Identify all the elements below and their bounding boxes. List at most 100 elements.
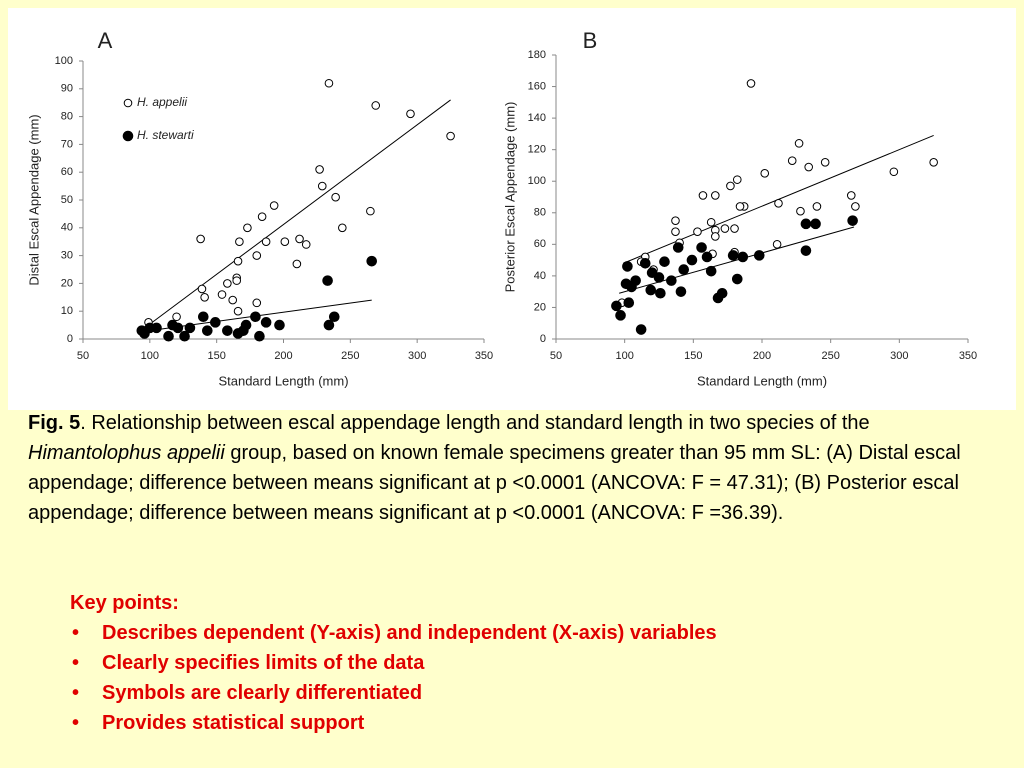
y-tick-label: 20 — [534, 301, 546, 313]
data-point — [622, 261, 633, 272]
data-point — [331, 192, 340, 202]
data-point — [252, 298, 262, 308]
data-point — [671, 216, 680, 225]
data-point — [705, 265, 717, 277]
key-points-heading: Key points: — [70, 592, 179, 614]
data-point — [184, 322, 196, 334]
data-point — [406, 109, 415, 119]
data-point — [197, 284, 207, 294]
data-point — [706, 217, 716, 227]
data-point — [324, 78, 334, 88]
data-point — [639, 257, 651, 269]
x-axis-title: Standard Length (mm) — [218, 373, 348, 388]
data-point — [233, 306, 243, 316]
data-point — [223, 279, 232, 288]
data-point — [731, 273, 743, 285]
data-point — [929, 157, 938, 167]
y-tick-label: 90 — [61, 83, 73, 95]
y-tick-label: 80 — [534, 207, 546, 219]
data-point — [645, 284, 657, 296]
legend-label: H. appelii — [137, 95, 187, 109]
data-point — [254, 330, 265, 342]
data-point — [228, 295, 238, 305]
data-point — [796, 206, 805, 216]
data-point — [772, 240, 782, 249]
x-tick-label: 50 — [550, 350, 562, 362]
y-tick-label: 50 — [61, 194, 73, 206]
data-point — [712, 292, 724, 304]
x-tick-label: 200 — [274, 350, 292, 362]
data-point — [812, 202, 822, 211]
data-point — [315, 165, 324, 174]
data-point — [800, 245, 812, 256]
data-point — [678, 264, 690, 275]
data-point — [292, 259, 302, 269]
y-tick-label: 60 — [534, 238, 546, 250]
caption: Fig. 5. Relationship between escal appen… — [28, 408, 988, 528]
data-point — [144, 322, 156, 334]
data-point — [800, 218, 812, 230]
y-tick-label: 20 — [61, 277, 73, 289]
data-point — [726, 181, 735, 191]
data-point — [666, 275, 677, 286]
data-point — [810, 218, 821, 230]
data-point — [274, 319, 285, 331]
x-axis-title: Standard Length (mm) — [697, 373, 827, 388]
data-point — [737, 251, 749, 263]
data-point — [611, 300, 622, 312]
y-tick-label: 30 — [61, 250, 73, 262]
data-point — [711, 232, 720, 241]
x-tick-label: 100 — [141, 350, 159, 362]
chart: A 50 100 150 200 250 300 350 0 10 20 30 40 50 60 70 80 90… — [26, 28, 493, 389]
data-point — [238, 325, 249, 336]
y-axis-title: Distal Escal Appendage (mm) — [26, 114, 41, 285]
x-tick-label: 150 — [207, 350, 225, 362]
data-point — [371, 101, 381, 110]
x-tick-label: 50 — [77, 350, 89, 362]
data-point — [243, 223, 252, 233]
data-point — [233, 256, 243, 266]
data-point — [635, 324, 647, 335]
data-point — [301, 240, 311, 249]
data-point — [760, 169, 770, 178]
caption-text: . Relationship between escal appendage l… — [80, 412, 870, 434]
data-point — [653, 272, 665, 283]
data-point — [787, 156, 797, 166]
data-point — [727, 250, 739, 261]
data-point — [846, 191, 856, 200]
y-tick-label: 10 — [61, 305, 73, 317]
y-tick-label: 80 — [61, 111, 73, 123]
y-tick-label: 140 — [528, 112, 546, 124]
y-tick-label: 60 — [61, 166, 73, 178]
y-tick-label: 120 — [528, 144, 546, 156]
caption-text: group, based on known female specimens g… — [28, 442, 961, 524]
data-point — [774, 199, 783, 208]
data-point — [847, 215, 858, 226]
y-axis-title: Posterior Escal Appendage (mm) — [502, 102, 517, 293]
x-tick-label: 350 — [475, 350, 493, 362]
data-point — [210, 317, 221, 328]
y-tick-label: 180 — [528, 49, 546, 61]
data-point — [250, 311, 261, 323]
x-tick-label: 150 — [684, 350, 702, 362]
data-point — [261, 237, 271, 246]
figure-panel — [8, 8, 1016, 410]
data-point — [328, 311, 340, 323]
caption-label: Fig. 5 — [28, 412, 81, 434]
x-tick-label: 200 — [753, 350, 771, 362]
data-point — [820, 157, 830, 167]
data-point — [804, 162, 813, 172]
legend-label: H. stewarti — [137, 128, 194, 142]
data-point — [672, 242, 684, 253]
data-point — [366, 206, 375, 216]
data-point — [626, 281, 637, 293]
chart: B 50 100 150 200 250 300 350 0 20 40 60 80 100 120 140 1… — [502, 28, 977, 389]
data-point — [257, 212, 267, 221]
key-points-list: Describes dependent (Y-axis) and indepen… — [70, 618, 717, 738]
data-point — [323, 319, 335, 331]
y-tick-label: 0 — [67, 333, 73, 345]
key-points: Key points: Describes dependent (Y-axis)… — [70, 588, 717, 738]
data-point — [322, 275, 333, 286]
data-point — [172, 312, 181, 322]
data-point — [446, 131, 455, 141]
